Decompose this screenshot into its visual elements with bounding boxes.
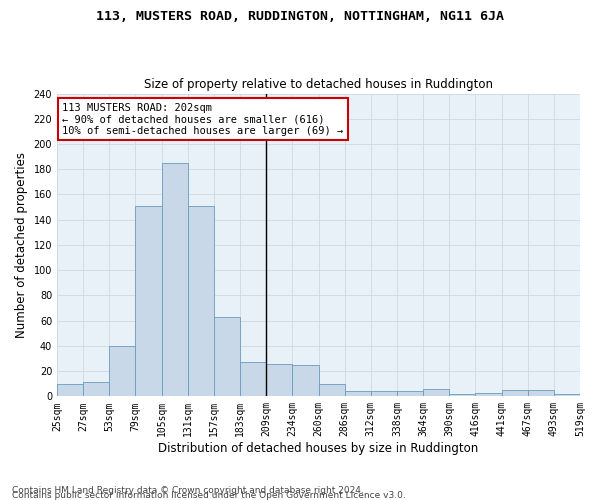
Bar <box>109 346 136 397</box>
Y-axis label: Number of detached properties: Number of detached properties <box>15 152 28 338</box>
Title: Size of property relative to detached houses in Ruddington: Size of property relative to detached ho… <box>144 78 493 91</box>
Bar <box>161 163 188 396</box>
Bar <box>423 389 449 396</box>
Text: Contains HM Land Registry data © Crown copyright and database right 2024.: Contains HM Land Registry data © Crown c… <box>12 486 364 495</box>
Bar <box>528 390 554 396</box>
Bar <box>475 392 502 396</box>
Bar <box>214 317 240 396</box>
Bar <box>449 394 475 396</box>
Text: Contains public sector information licensed under the Open Government Licence v3: Contains public sector information licen… <box>12 490 406 500</box>
Text: 113, MUSTERS ROAD, RUDDINGTON, NOTTINGHAM, NG11 6JA: 113, MUSTERS ROAD, RUDDINGTON, NOTTINGHA… <box>96 10 504 23</box>
Text: 113 MUSTERS ROAD: 202sqm
← 90% of detached houses are smaller (616)
10% of semi-: 113 MUSTERS ROAD: 202sqm ← 90% of detach… <box>62 102 344 136</box>
Bar <box>502 390 528 396</box>
Bar <box>344 392 371 396</box>
X-axis label: Distribution of detached houses by size in Ruddington: Distribution of detached houses by size … <box>158 442 479 455</box>
Bar <box>83 382 109 396</box>
Bar <box>554 394 580 396</box>
Bar <box>371 392 397 396</box>
Bar <box>266 364 292 396</box>
Bar <box>57 384 83 396</box>
Bar <box>397 392 423 396</box>
Bar <box>292 365 319 396</box>
Bar <box>188 206 214 396</box>
Bar <box>136 206 161 396</box>
Bar <box>319 384 344 396</box>
Bar <box>240 362 266 396</box>
